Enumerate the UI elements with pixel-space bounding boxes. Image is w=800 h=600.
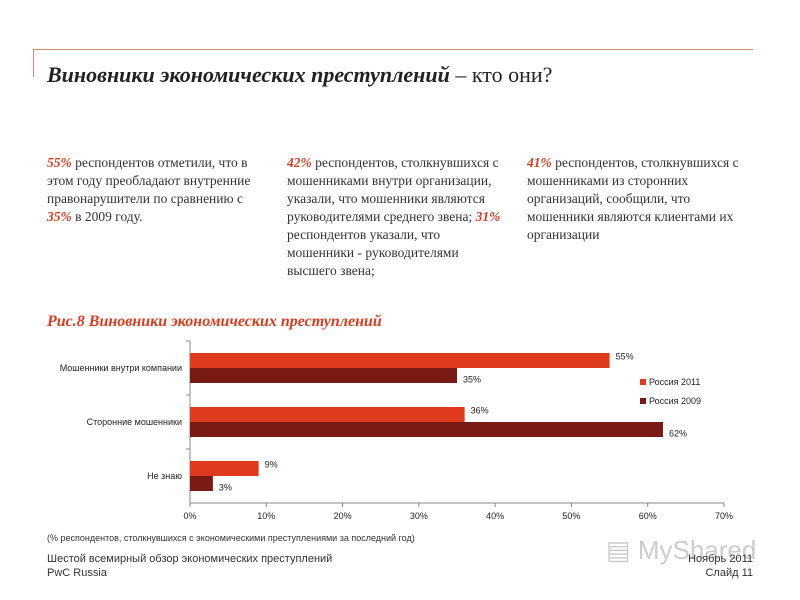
- column-text: респондентов указали, что мошенники - ру…: [287, 227, 459, 278]
- text-column-2: 42% респондентов, столкнувшихся с мошенн…: [287, 154, 502, 280]
- legend-label: Россия 2009: [649, 396, 701, 406]
- slide-title-emphasis: Виновники экономических преступлений: [47, 62, 450, 87]
- slide-title: Виновники экономических преступлений – к…: [47, 62, 552, 88]
- category-label: Мошенники внутри компании: [60, 363, 182, 373]
- highlight-percent: 41%: [527, 155, 552, 170]
- bar-value-label: 36%: [471, 406, 489, 416]
- highlight-percent: 31%: [475, 209, 501, 224]
- watermark-icon: ▤: [606, 535, 631, 565]
- x-tick-label: 0%: [183, 511, 196, 521]
- slide-title-rest: – кто они?: [449, 62, 553, 87]
- x-tick-label: 60%: [639, 511, 657, 521]
- footer-date: Ноябрь 2011: [688, 553, 753, 565]
- footer-survey: Шестой всемирный обзор экономических пре…: [47, 553, 333, 565]
- highlight-percent: 42%: [287, 155, 312, 170]
- category-label: Не знаю: [147, 471, 182, 481]
- bar-chart-svg: 0% 10% 20% 30% 40% 50% 60% 70% Мошенники внутри …: [60, 340, 733, 521]
- x-tick-label: 20%: [334, 511, 352, 521]
- figure-title: Рис.8 Виновники экономических преступлен…: [47, 313, 382, 330]
- bar-2009: [190, 476, 213, 491]
- column-text: в 2009 году.: [71, 209, 143, 224]
- x-tick-label: 40%: [486, 511, 504, 521]
- bar-2009: [190, 422, 663, 437]
- top-rule: [33, 49, 753, 50]
- legend-swatch: [640, 398, 646, 404]
- bar-value-label: 9%: [265, 460, 278, 470]
- bar-2011: [190, 353, 610, 368]
- footer-slide-number: Слайд 11: [705, 567, 753, 579]
- legend-swatch: [640, 379, 646, 385]
- x-tick-label: 50%: [562, 511, 580, 521]
- text-column-1: 55% респондентов отметили, что в этом го…: [47, 154, 262, 226]
- bar-2011: [190, 461, 259, 476]
- column-text: респондентов, столкнувшихся с мошенникам…: [287, 155, 499, 224]
- bar-2011: [190, 407, 465, 422]
- x-tick-label: 10%: [257, 511, 275, 521]
- bar-chart: 0% 10% 20% 30% 40% 50% 60% 70% Мошенники внутри …: [47, 339, 750, 526]
- highlight-percent: 55%: [47, 155, 72, 170]
- bar-2009: [190, 368, 457, 383]
- x-tick-label: 30%: [410, 511, 428, 521]
- category-label: Сторонние мошенники: [87, 417, 182, 427]
- top-rule-tick: [33, 49, 34, 77]
- bar-value-label: 62%: [669, 429, 687, 439]
- column-text: респондентов, столкнувшихся с мошенникам…: [527, 155, 739, 242]
- chart-note: (% респондентов, столкнувшихся с экономи…: [47, 533, 415, 543]
- bar-value-label: 35%: [463, 375, 481, 385]
- legend-label: Россия 2011: [649, 377, 700, 387]
- footer-company: PwC Russia: [47, 567, 107, 579]
- text-column-3: 41% респондентов, столкнувшихся с мошенн…: [527, 154, 742, 244]
- x-tick-label: 70%: [715, 511, 733, 521]
- watermark-text: MyShared: [637, 535, 757, 565]
- highlight-percent: 35%: [47, 209, 72, 224]
- watermark: ▤ MyShared: [606, 535, 756, 566]
- bar-value-label: 3%: [219, 483, 232, 493]
- column-text: респондентов отметили, что в этом году п…: [47, 155, 251, 206]
- bar-value-label: 55%: [616, 352, 634, 362]
